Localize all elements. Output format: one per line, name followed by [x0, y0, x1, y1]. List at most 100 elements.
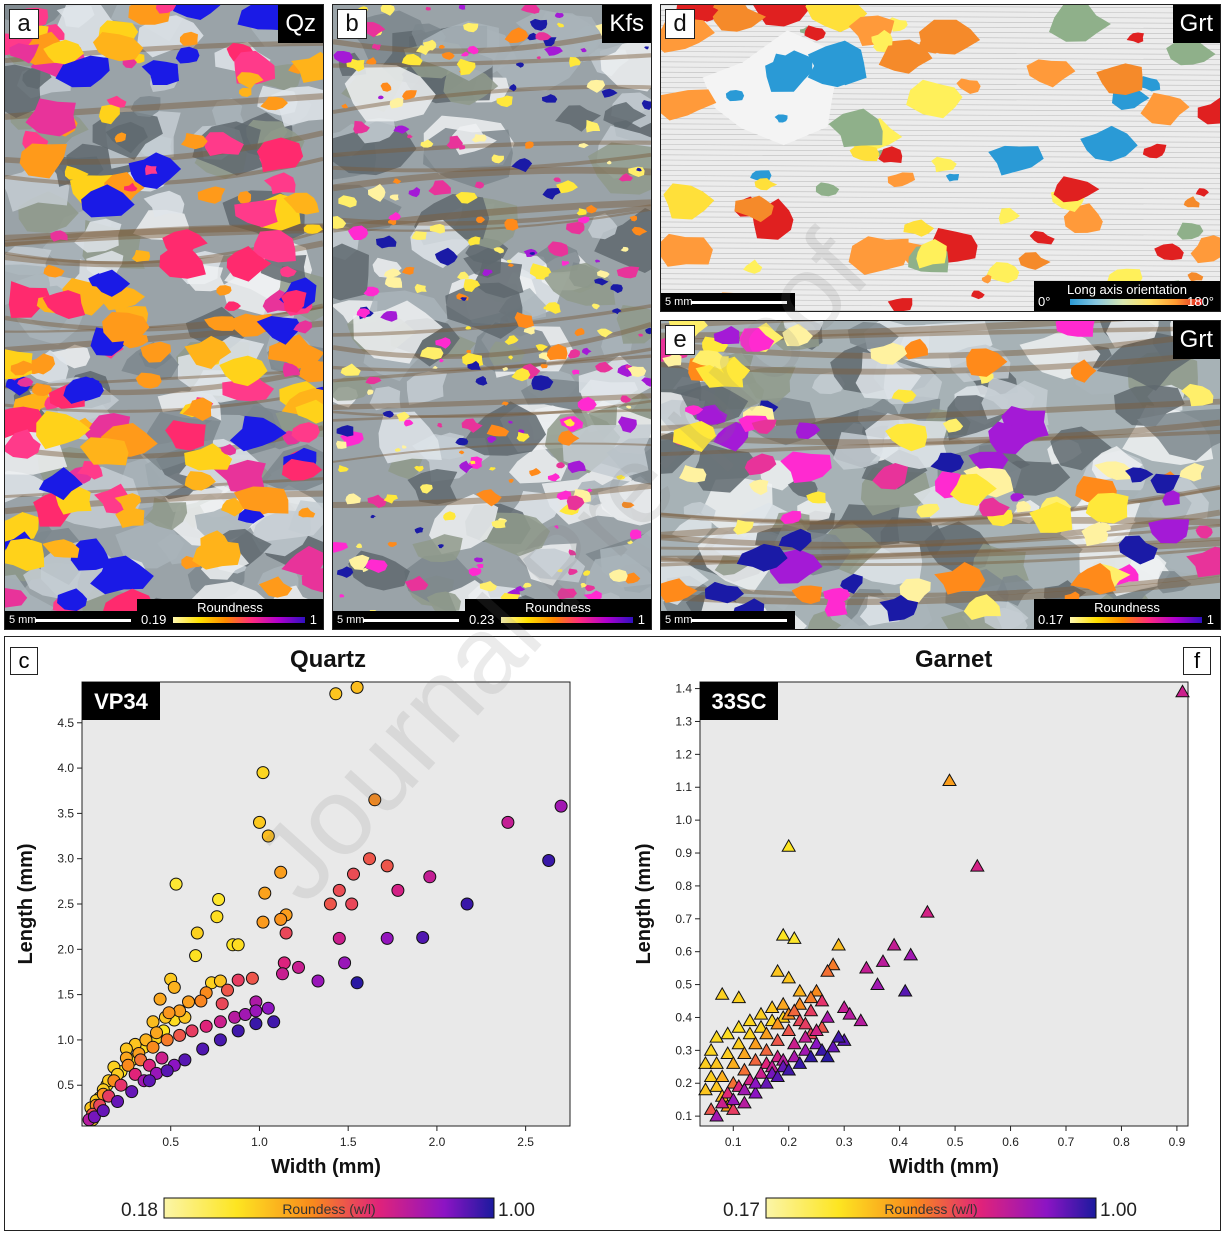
panel-d-colored-grain — [1080, 125, 1138, 162]
panel-e-colored-grain — [1148, 519, 1190, 544]
panel-b-colored-grain — [612, 308, 622, 315]
panel-b-colored-grain — [554, 525, 559, 529]
panel-a-colored-grain — [184, 335, 232, 370]
panel-b-foliation-band — [333, 304, 651, 337]
panel-a-colored-grain — [298, 507, 316, 518]
panel-a-matrix-grain — [288, 500, 323, 542]
panel-a-colored-grain — [8, 281, 52, 318]
panel-b-colored-grain — [382, 410, 394, 418]
panel-d-colorbar-min: 0° — [1038, 294, 1051, 309]
panel-d-garnet-orientation-map: d Grt 5 mm Long axis orientation 0° 180° — [660, 4, 1221, 312]
panel-e-colored-grain — [679, 465, 707, 483]
panel-d-colored-grain — [903, 219, 935, 237]
panel-a-colored-grain — [184, 471, 216, 491]
panel-a-colored-grain — [42, 290, 86, 319]
panel-b-matrix-grain — [510, 490, 561, 525]
panel-a-colorbar: Roundness 0.19 1 — [137, 599, 323, 629]
panel-e-colored-grain — [963, 464, 1014, 498]
panel-a-colored-grain — [301, 567, 323, 593]
panel-b-colored-grain — [511, 368, 531, 382]
panel-b-colored-grain — [553, 177, 561, 182]
panel-b-colored-grain — [556, 22, 564, 28]
panel-d-colored-grain — [971, 290, 985, 300]
panel-e-matrix-grain — [683, 501, 716, 522]
panel-e-colored-grain — [891, 389, 917, 404]
panel-a-colored-grain — [42, 539, 80, 558]
panel-b-colored-grain — [610, 284, 623, 294]
panel-b-colored-grain — [432, 365, 438, 369]
panel-b-colored-grain — [435, 337, 451, 349]
panel-b-colored-grain — [437, 544, 444, 549]
panel-b-colored-grain — [493, 247, 504, 254]
panel-e-matrix-grain — [1106, 321, 1159, 348]
panel-d-colored-grain — [945, 173, 960, 182]
panel-e-colored-grain — [930, 452, 964, 473]
panel-d-colored-grain — [1190, 235, 1220, 264]
panel-b-colored-grain — [507, 263, 514, 268]
panel-b-matrix-grain — [597, 476, 651, 526]
panel-b-colored-grain — [471, 134, 487, 143]
panel-b-matrix-grain — [443, 66, 499, 106]
panel-b-matrix-grain — [333, 243, 369, 301]
panel-d-colored-grain — [1137, 76, 1161, 92]
panel-b-foliation-band — [333, 208, 651, 232]
panel-b-colored-grain — [496, 95, 513, 108]
panel-b-colored-grain — [578, 216, 590, 224]
panel-e-matrix-grain — [739, 366, 796, 404]
panel-b-matrix-grain — [406, 371, 447, 405]
panel-e-colorbar: Roundness 0.17 1 — [1034, 599, 1220, 629]
panel-a-colored-grain — [192, 540, 241, 570]
panel-a-scale-text: 5 mm — [9, 614, 37, 626]
panel-b-colored-grain — [557, 569, 563, 573]
panel-e-foliation-band — [661, 329, 1220, 360]
panel-b-colored-grain — [401, 445, 407, 449]
panel-a-colored-grain — [43, 264, 65, 278]
panel-b-scale-text: 5 mm — [337, 614, 365, 626]
panel-b-colored-grain — [491, 519, 507, 529]
panel-b-colored-grain — [335, 440, 347, 449]
panel-b-foliation-band — [333, 347, 651, 372]
panel-b-colored-grain — [419, 347, 444, 360]
plot-c-title: Quartz — [290, 646, 367, 673]
panel-a-colored-grain — [234, 199, 278, 228]
panel-d-colored-grain — [743, 259, 763, 274]
panel-a-colored-grain — [295, 399, 323, 424]
panel-b-colored-grain — [616, 266, 640, 279]
panel-a-matrix-grain — [143, 190, 185, 218]
panel-e-scale-text: 5 mm — [665, 614, 693, 626]
panel-b-colored-grain — [555, 180, 578, 194]
panel-d-grain-boundary — [661, 154, 1220, 159]
panel-b-foliation-band — [333, 140, 651, 158]
panel-b-colored-grain — [347, 225, 369, 241]
panel-b-matrix-grain — [599, 40, 651, 92]
panel-d-colored-grain — [849, 145, 880, 162]
panel-b-matrix-grain — [463, 247, 502, 278]
panel-b-colored-grain — [571, 369, 580, 375]
panel-d-colored-grain — [663, 183, 715, 220]
panel-b-matrix-grain — [378, 411, 442, 464]
panel-b-matrix-grain — [508, 444, 568, 484]
panel-a-matrix-grain — [130, 96, 161, 117]
panel-d-grain-boundary — [661, 185, 1220, 190]
panel-b-colored-grain — [582, 347, 592, 356]
panel-e-foliation-band — [661, 509, 1220, 548]
panel-a-colored-grain — [172, 5, 221, 21]
panel-a-colored-grain — [70, 538, 111, 571]
panel-e-colored-grain — [751, 419, 777, 434]
panel-e-scale-line — [691, 619, 787, 622]
panel-b-colored-grain — [577, 396, 597, 412]
panel-e-colored-grain — [685, 405, 704, 416]
panel-a-colored-grain — [10, 360, 37, 376]
panel-a-colored-grain — [298, 359, 323, 383]
panel-b-matrix-grain — [496, 28, 584, 92]
panel-d-grain-boundary — [661, 195, 1220, 200]
panel-d-grain-boundary — [661, 149, 1220, 153]
panel-a-colored-grain — [291, 51, 323, 83]
panel-a-colored-grain — [19, 143, 68, 179]
panel-b-colored-grain — [383, 494, 398, 504]
panel-b-colored-grain — [504, 27, 529, 44]
panel-b-colored-grain — [429, 223, 445, 234]
panel-a-colored-grain — [238, 87, 252, 98]
panel-d-colored-grain — [754, 178, 778, 191]
panel-a-colored-grain — [220, 443, 237, 456]
